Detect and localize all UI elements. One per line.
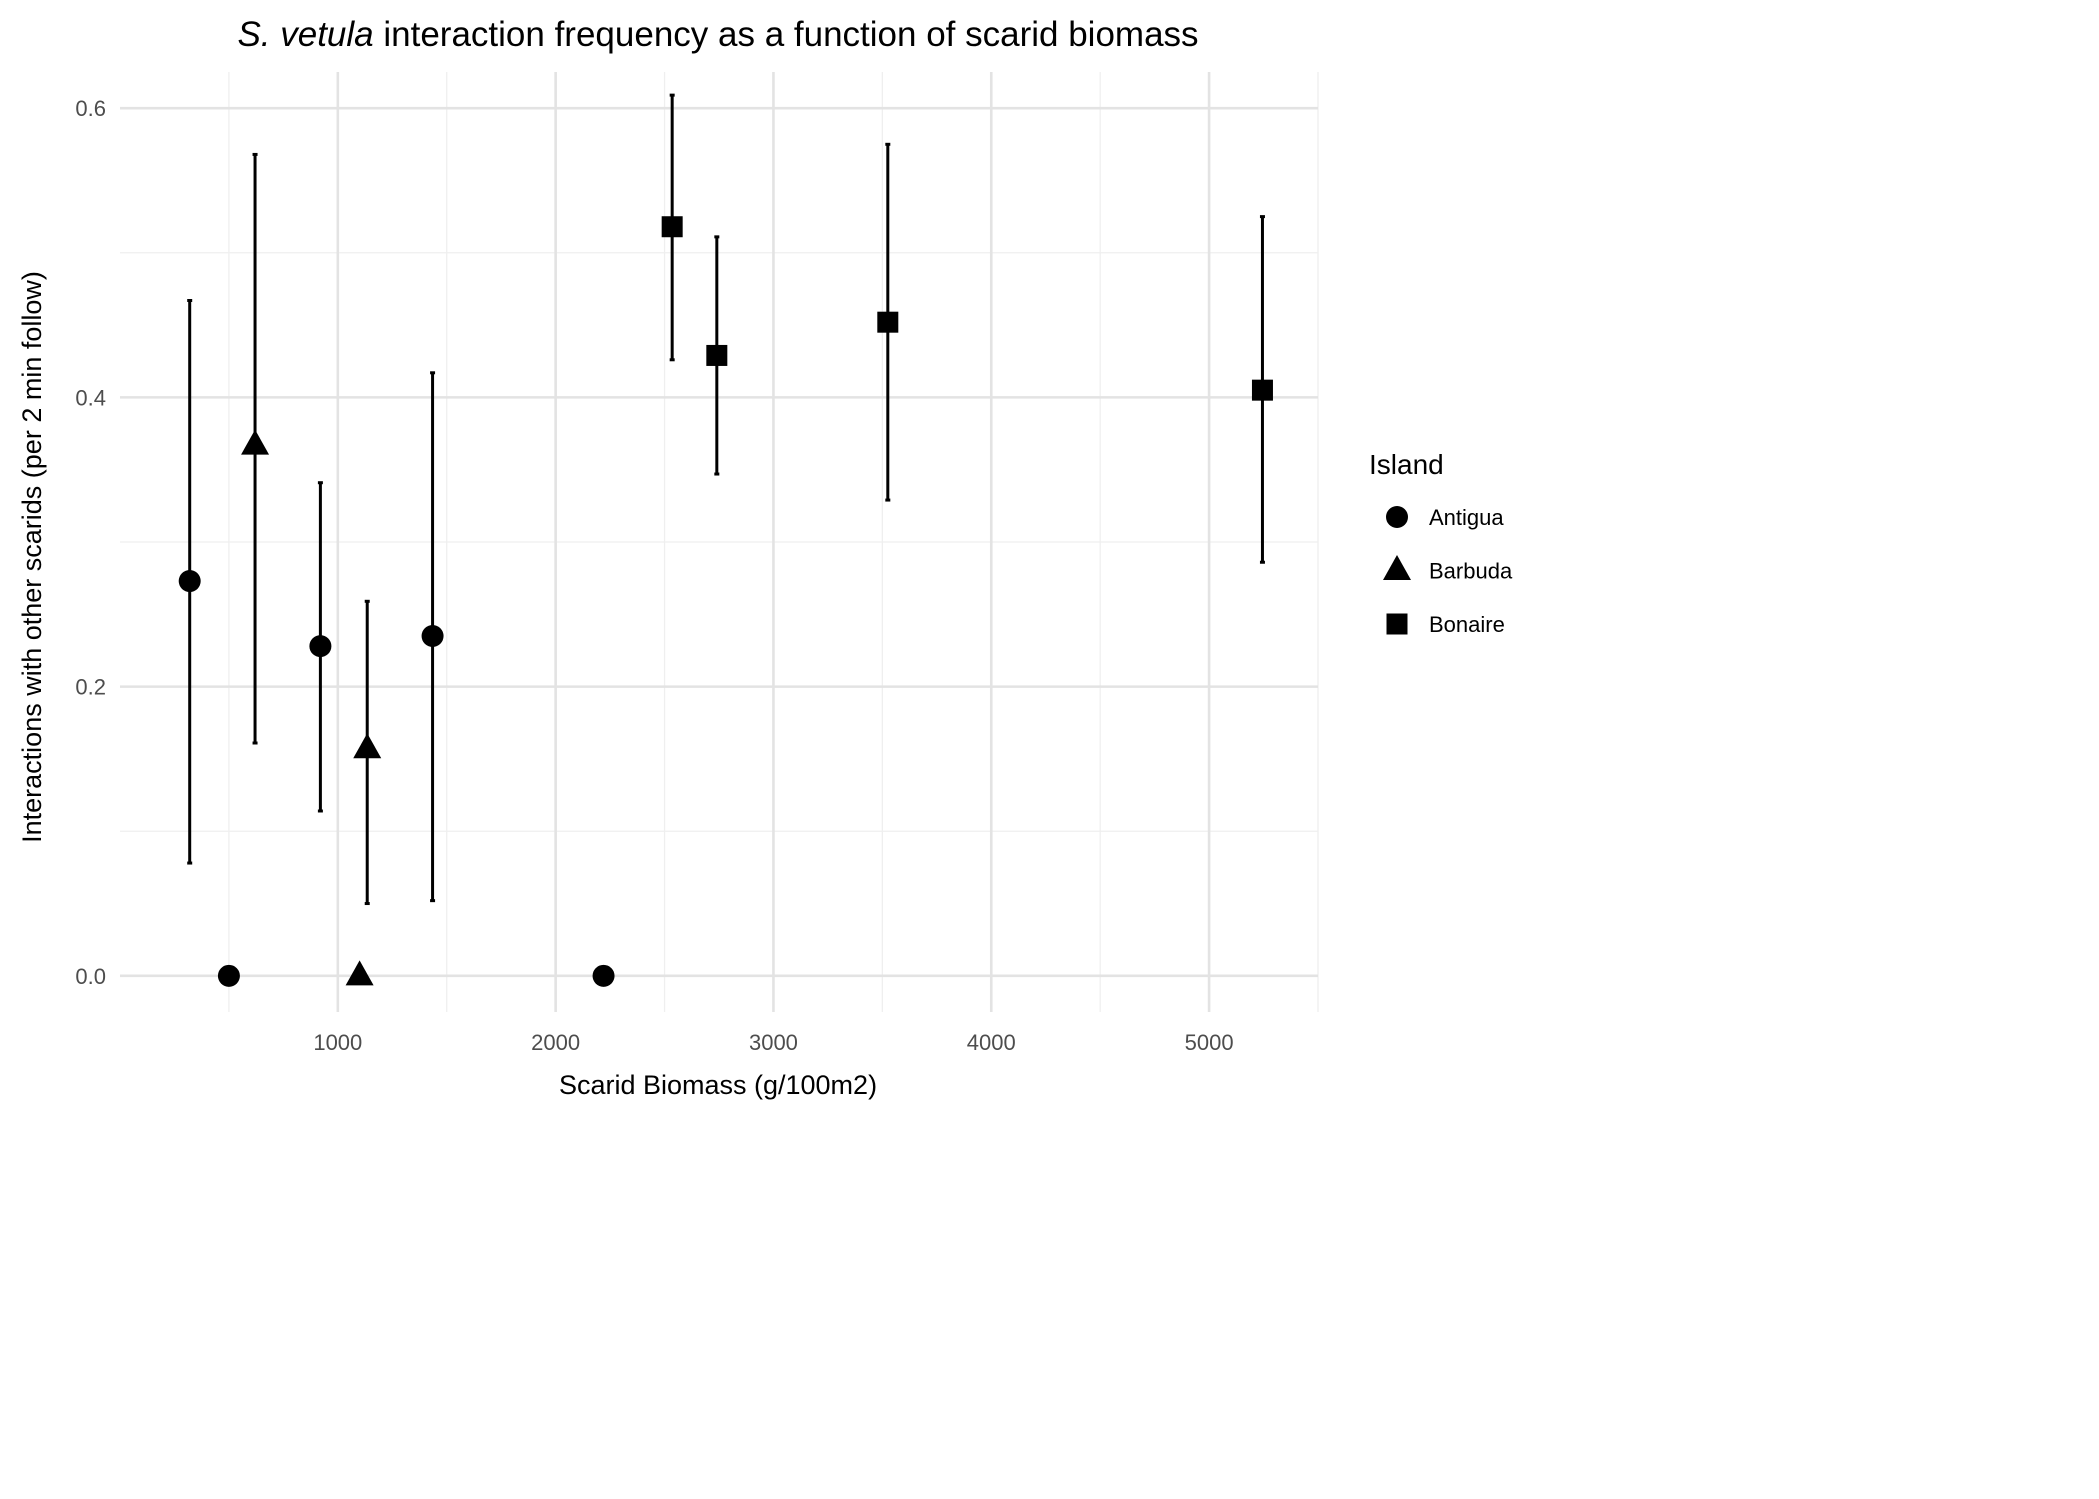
series-antigua [178,298,615,987]
data-marks [178,93,1273,987]
y-tick-label: 0.0 [75,964,106,989]
chart-title-rest: interaction frequency as a function of s… [374,15,1199,54]
data-point-square [1251,379,1273,401]
data-point-square [877,311,899,333]
legend-title: Island [1369,449,1444,480]
y-tick-label: 0.4 [75,385,106,410]
chart-title-italic: S. vetula [237,15,373,54]
data-point-circle [309,635,332,658]
legend-label: Antigua [1429,505,1504,530]
data-point-circle [217,964,240,987]
y-tick-label: 0.6 [75,96,106,121]
grid [120,72,1319,1012]
legend-key-circle [1386,506,1408,528]
data-point-triangle [241,429,270,455]
series-barbuda [241,152,382,986]
data-point-triangle [345,960,374,986]
data-point-triangle [353,733,382,759]
legend-label: Bonaire [1429,612,1505,637]
x-tick-label: 3000 [749,1030,798,1055]
data-point-square [706,344,728,366]
y-tick-label: 0.2 [75,675,106,700]
y-axis-ticks: 0.0 0.2 0.4 0.6 [75,96,106,989]
x-tick-label: 1000 [313,1030,362,1055]
legend-label: Barbuda [1429,559,1513,584]
x-axis-title: Scarid Biomass (g/100m2) [559,1070,877,1100]
x-axis-ticks: 1000 2000 3000 4000 5000 [313,1030,1233,1055]
data-point-circle [178,570,201,593]
x-tick-label: 5000 [1185,1030,1234,1055]
legend-key-triangle [1383,555,1411,580]
x-tick-label: 2000 [531,1030,580,1055]
series-bonaire [661,93,1273,564]
legend: Island Antigua Barbuda Bonaire [1369,449,1513,637]
chart-title: S. vetula interaction frequency as a fun… [237,15,1198,54]
y-axis-title: Interactions with other scarids (per 2 m… [17,271,47,843]
data-point-circle [592,964,615,987]
data-point-square [661,216,683,238]
chart: S. vetula interaction frequency as a fun… [17,15,1513,1100]
x-tick-label: 4000 [967,1030,1016,1055]
data-point-circle [421,625,444,647]
legend-key-square [1386,613,1408,635]
